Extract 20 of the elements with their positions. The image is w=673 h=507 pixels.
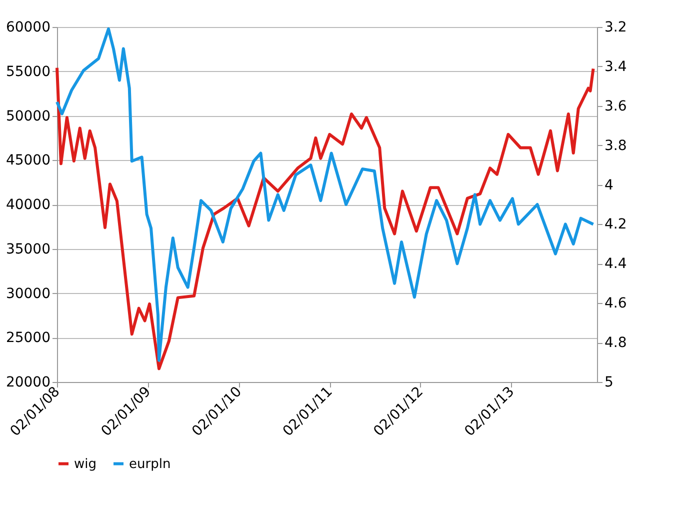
y-tick-label: 50000 [6,108,50,124]
y2-tick-label: 4.2 [604,216,627,233]
legend-label: eurpln [129,456,171,472]
y2-tick-label: 4 [604,177,614,194]
y-tick-label: 25000 [6,330,50,346]
y2-tick-label: 5 [604,374,614,390]
y2-tick-label: 3.6 [604,98,627,114]
y2-tick-label: 4.8 [604,335,627,352]
y2-tick-label: 4.6 [604,296,627,312]
y-tick-label: 40000 [6,197,50,213]
legend-label: wig [74,456,96,472]
y-tick-label: 30000 [6,286,50,302]
y2-tick-label: 4.4 [604,256,627,272]
y-tick-label: 45000 [6,152,50,169]
y2-tick-label: 3.8 [604,138,627,154]
y2-tick-label: 3.4 [604,58,627,75]
y-tick-label: 35000 [6,241,50,258]
y2-tick-label: 3.2 [604,20,627,36]
y-tick-label: 55000 [6,64,50,80]
y-tick-label: 60000 [6,20,50,36]
